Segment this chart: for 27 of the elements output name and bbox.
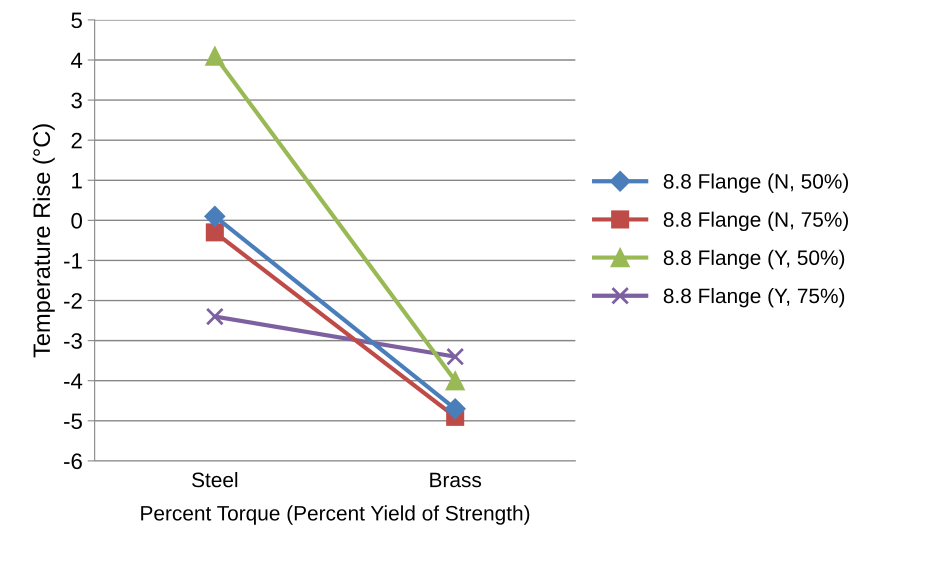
y-tick-label: 4 (71, 52, 82, 68)
y-tick-label: 1 (72, 173, 82, 188)
legend-label: 8.8 Flange (N, 50%) (664, 173, 848, 193)
point (446, 348, 464, 366)
x-tick-label: Steel (192, 472, 238, 488)
y-tick-label: -1 (64, 253, 82, 268)
x-axis-title: Percent Torque (Percent Yield of Strength) (141, 505, 530, 525)
point (444, 398, 466, 420)
y-tick-label: -4 (64, 373, 82, 389)
legend-label: 8.8 Flange (Y, 75%) (664, 288, 844, 308)
y-axis-title: Temperature Rise (°C) (32, 124, 55, 358)
y-tick-label: -2 (64, 293, 82, 309)
y-tick-label: 2 (72, 132, 82, 148)
legend-label: 8.8 Flange (Y, 50%) (664, 250, 844, 270)
point (206, 223, 224, 242)
point (206, 308, 224, 326)
y-tick-label: 3 (71, 92, 82, 108)
y-tick-label: 5 (71, 12, 82, 28)
legend-label: 8.8 Flange (N, 75%) (664, 212, 848, 232)
y-tick-label: -3 (64, 333, 82, 349)
point (445, 370, 465, 390)
y-tick-label: 0 (71, 212, 82, 229)
x-tick-label: Brass (430, 472, 482, 488)
point (205, 46, 225, 66)
y-tick-label: -5 (64, 414, 82, 430)
y-tick-label: -6 (64, 453, 82, 470)
point (204, 206, 226, 227)
